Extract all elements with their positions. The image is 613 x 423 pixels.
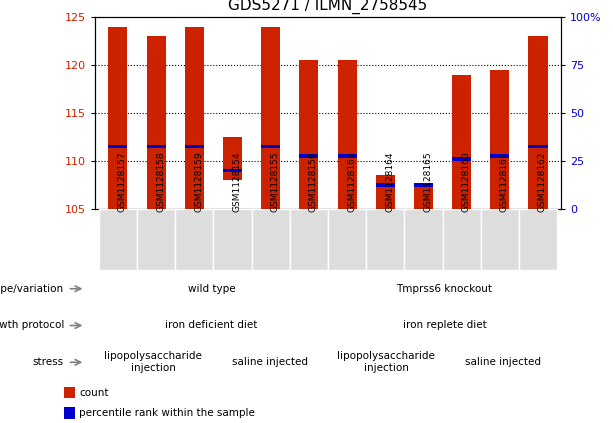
Bar — [261, 27, 280, 209]
Bar — [185, 145, 204, 148]
Text: GSM1128164: GSM1128164 — [385, 151, 394, 212]
Text: Tmprss6 knockout: Tmprss6 knockout — [397, 284, 492, 294]
FancyBboxPatch shape — [137, 209, 175, 270]
Bar — [64, 407, 75, 419]
Text: GSM1128165: GSM1128165 — [424, 151, 432, 212]
FancyBboxPatch shape — [290, 209, 328, 270]
Text: GSM1128156: GSM1128156 — [309, 151, 318, 212]
FancyBboxPatch shape — [405, 209, 443, 270]
Text: GSM1128155: GSM1128155 — [271, 151, 280, 212]
FancyBboxPatch shape — [99, 209, 137, 270]
Bar — [414, 185, 433, 209]
Text: GSM1128159: GSM1128159 — [194, 151, 204, 212]
FancyBboxPatch shape — [481, 209, 519, 270]
Text: GSM1128157: GSM1128157 — [118, 151, 127, 212]
Text: percentile rank within the sample: percentile rank within the sample — [79, 408, 255, 418]
Text: GSM1128160: GSM1128160 — [462, 151, 471, 212]
Bar — [452, 74, 471, 209]
FancyBboxPatch shape — [328, 209, 366, 270]
Bar — [223, 169, 242, 172]
FancyBboxPatch shape — [175, 209, 213, 270]
Text: GSM1128154: GSM1128154 — [232, 151, 242, 212]
Bar — [261, 145, 280, 148]
Text: GSM1128161: GSM1128161 — [500, 151, 509, 212]
Bar — [299, 60, 318, 209]
Text: genotype/variation: genotype/variation — [0, 284, 64, 294]
Bar — [64, 387, 75, 398]
Text: GSM1128163: GSM1128163 — [347, 151, 356, 212]
FancyBboxPatch shape — [519, 209, 557, 270]
FancyBboxPatch shape — [213, 209, 251, 270]
Bar — [528, 36, 547, 209]
Bar — [414, 183, 433, 187]
Text: count: count — [79, 387, 109, 398]
Text: stress: stress — [33, 357, 64, 367]
Bar — [185, 27, 204, 209]
FancyBboxPatch shape — [366, 209, 405, 270]
Bar — [452, 157, 471, 161]
Bar — [147, 145, 166, 148]
Bar — [109, 27, 128, 209]
Text: iron replete diet: iron replete diet — [403, 321, 486, 330]
Bar — [338, 60, 357, 209]
Text: GSM1128158: GSM1128158 — [156, 151, 165, 212]
Bar — [338, 154, 357, 158]
Bar — [376, 183, 395, 187]
Bar — [109, 145, 128, 148]
Bar — [376, 176, 395, 209]
Bar — [528, 145, 547, 148]
Text: GSM1128162: GSM1128162 — [538, 151, 547, 212]
FancyBboxPatch shape — [443, 209, 481, 270]
Bar — [147, 36, 166, 209]
Text: growth protocol: growth protocol — [0, 321, 64, 330]
Bar — [490, 70, 509, 209]
Text: lipopolysaccharide
injection: lipopolysaccharide injection — [104, 352, 202, 373]
Bar — [223, 137, 242, 180]
Text: lipopolysaccharide
injection: lipopolysaccharide injection — [337, 352, 435, 373]
FancyBboxPatch shape — [251, 209, 290, 270]
Text: saline injected: saline injected — [232, 357, 308, 367]
Title: GDS5271 / ILMN_2758545: GDS5271 / ILMN_2758545 — [228, 0, 428, 14]
Text: saline injected: saline injected — [465, 357, 541, 367]
Bar — [490, 154, 509, 158]
Text: wild type: wild type — [188, 284, 235, 294]
Bar — [299, 154, 318, 158]
Text: iron deficient diet: iron deficient diet — [166, 321, 257, 330]
